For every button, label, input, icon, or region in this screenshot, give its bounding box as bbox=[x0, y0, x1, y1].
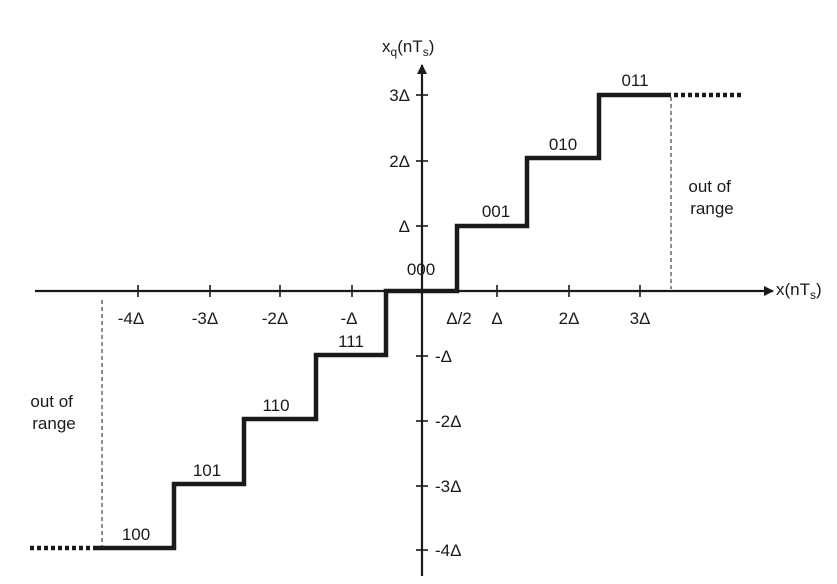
y-tick-label: Δ bbox=[399, 217, 410, 236]
out-of-range-right: out of range bbox=[688, 177, 735, 218]
code-label: 110 bbox=[262, 396, 289, 415]
x-axis-label: x(nTs) bbox=[776, 280, 822, 302]
y-tick-label: 3Δ bbox=[389, 86, 410, 105]
x-tick-label: -Δ bbox=[340, 309, 357, 328]
y-tick-marks bbox=[416, 94, 428, 551]
y-axis-label: xq(nTs) bbox=[382, 37, 434, 59]
y-tick-label: -3Δ bbox=[435, 477, 461, 496]
y-tick-label: -4Δ bbox=[435, 541, 461, 560]
x-tick-label: -4Δ bbox=[118, 309, 144, 328]
x-tick-label: -2Δ bbox=[262, 309, 288, 328]
x-tick-label: 2Δ bbox=[559, 309, 580, 328]
quantizer-staircase bbox=[97, 92, 667, 551]
y-tick-label: -2Δ bbox=[435, 412, 461, 431]
code-label: 000 bbox=[407, 260, 435, 279]
code-label: 101 bbox=[193, 461, 221, 480]
code-label: 100 bbox=[122, 525, 150, 544]
x-tick-label: Δ/2 bbox=[446, 309, 472, 328]
x-tick-label: Δ bbox=[491, 309, 502, 328]
x-tick-label: 3Δ bbox=[630, 309, 651, 328]
code-label: 010 bbox=[549, 135, 577, 154]
code-label: 001 bbox=[482, 202, 510, 221]
out-of-range-left: out of range bbox=[30, 392, 77, 433]
x-tick-label: -3Δ bbox=[192, 309, 218, 328]
y-tick-label: -Δ bbox=[435, 347, 452, 366]
x-tick-marks bbox=[137, 285, 641, 297]
y-tick-label: 2Δ bbox=[389, 152, 410, 171]
code-label: 011 bbox=[621, 71, 648, 90]
code-label: 111 bbox=[338, 332, 364, 351]
